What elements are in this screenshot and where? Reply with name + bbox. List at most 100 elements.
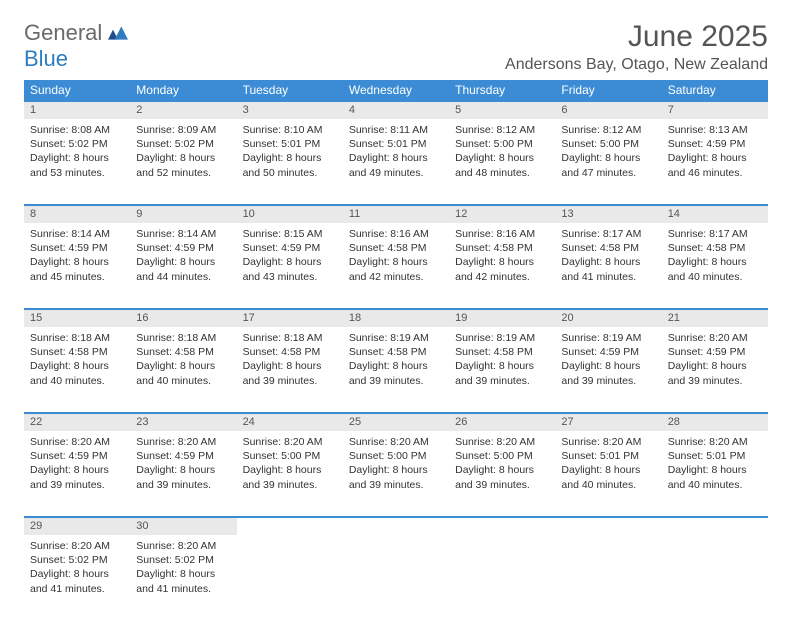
daynum-row: 22232425262728 xyxy=(24,413,768,431)
day-number: 13 xyxy=(555,205,661,223)
day-cell xyxy=(237,535,343,621)
day-cell: Sunrise: 8:10 AMSunset: 5:01 PMDaylight:… xyxy=(237,119,343,205)
sunset-text: Sunset: 4:59 PM xyxy=(136,449,230,463)
sunrise-text: Sunrise: 8:11 AM xyxy=(349,123,443,137)
day-number: 11 xyxy=(343,205,449,223)
day-cell: Sunrise: 8:15 AMSunset: 4:59 PMDaylight:… xyxy=(237,223,343,309)
day-cell: Sunrise: 8:16 AMSunset: 4:58 PMDaylight:… xyxy=(343,223,449,309)
day-body-row: Sunrise: 8:20 AMSunset: 5:02 PMDaylight:… xyxy=(24,535,768,621)
daylight-text: Daylight: 8 hours and 41 minutes. xyxy=(561,255,655,283)
day-number: 2 xyxy=(130,101,236,119)
day-number: 3 xyxy=(237,101,343,119)
day-cell: Sunrise: 8:20 AMSunset: 5:00 PMDaylight:… xyxy=(449,431,555,517)
sunrise-text: Sunrise: 8:20 AM xyxy=(668,331,762,345)
daynum-row: 15161718192021 xyxy=(24,309,768,327)
day-cell: Sunrise: 8:20 AMSunset: 5:01 PMDaylight:… xyxy=(555,431,661,517)
day-body-row: Sunrise: 8:08 AMSunset: 5:02 PMDaylight:… xyxy=(24,119,768,205)
sunrise-text: Sunrise: 8:10 AM xyxy=(243,123,337,137)
day-cell: Sunrise: 8:17 AMSunset: 4:58 PMDaylight:… xyxy=(662,223,768,309)
day-cell xyxy=(555,535,661,621)
sunset-text: Sunset: 5:00 PM xyxy=(455,137,549,151)
day-number: 4 xyxy=(343,101,449,119)
sunrise-text: Sunrise: 8:13 AM xyxy=(668,123,762,137)
day-cell: Sunrise: 8:18 AMSunset: 4:58 PMDaylight:… xyxy=(237,327,343,413)
weekday-header: Friday xyxy=(555,80,661,101)
title-block: June 2025 Andersons Bay, Otago, New Zeal… xyxy=(505,20,768,74)
day-number: 29 xyxy=(24,517,130,535)
day-number: 7 xyxy=(662,101,768,119)
sunset-text: Sunset: 5:01 PM xyxy=(243,137,337,151)
logo-line2: Blue xyxy=(24,46,68,71)
daylight-text: Daylight: 8 hours and 39 minutes. xyxy=(668,359,762,387)
daylight-text: Daylight: 8 hours and 39 minutes. xyxy=(243,359,337,387)
sunrise-text: Sunrise: 8:15 AM xyxy=(243,227,337,241)
day-body-row: Sunrise: 8:20 AM Sunset: 4:59 PM Daylight:… xyxy=(24,431,768,517)
sunrise-text: Sunrise: 8:19 AM xyxy=(455,331,549,345)
sunrise-text: Sunrise: 8:17 AM xyxy=(668,227,762,241)
sunrise-text: Sunrise: 8:16 AM xyxy=(455,227,549,241)
day-cell: Sunrise: 8:20 AMSunset: 5:02 PMDaylight:… xyxy=(130,535,236,621)
calendar-head: Sunday Monday Tuesday Wednesday Thursday… xyxy=(24,80,768,101)
sunrise-text: Sunrise: 8:17 AM xyxy=(561,227,655,241)
sunrise-text: Sunrise: 8:20 AM xyxy=(243,435,337,449)
flag-icon xyxy=(108,26,128,40)
day-cell: Sunrise: 8:16 AMSunset: 4:58 PMDaylight:… xyxy=(449,223,555,309)
day-number: 18 xyxy=(343,309,449,327)
sunrise-text: Sunrise: 8:20 AM xyxy=(30,539,124,553)
sunrise-text: Sunrise: 8:19 AM xyxy=(561,331,655,345)
daylight-text: Daylight: 8 hours and 48 minutes. xyxy=(455,151,549,179)
day-number xyxy=(343,517,449,535)
calendar-table: Sunday Monday Tuesday Wednesday Thursday… xyxy=(24,80,768,621)
daylight-text: Daylight: 8 hours and 47 minutes. xyxy=(561,151,655,179)
daylight-text: Daylight: 8 hours and 43 minutes. xyxy=(243,255,337,283)
day-number: 20 xyxy=(555,309,661,327)
sunrise-text: Sunrise: 8:20 AM xyxy=(136,539,230,553)
day-cell: Sunrise: 8:19 AMSunset: 4:58 PMDaylight:… xyxy=(343,327,449,413)
day-number: 26 xyxy=(449,413,555,431)
day-cell: Sunrise: 8:11 AMSunset: 5:01 PMDaylight:… xyxy=(343,119,449,205)
sunset-text: Sunset: 5:02 PM xyxy=(30,553,124,567)
weekday-header: Sunday xyxy=(24,80,130,101)
day-number: 25 xyxy=(343,413,449,431)
sunset-text: Sunset: 5:02 PM xyxy=(136,137,230,151)
sunset-text: Sunset: 4:58 PM xyxy=(243,345,337,359)
logo-line1: General xyxy=(24,20,102,45)
daylight-text: Daylight: 8 hours and 40 minutes. xyxy=(30,359,124,387)
day-cell: Sunrise: 8:20 AMSunset: 5:00 PMDaylight:… xyxy=(237,431,343,517)
daylight-text: Daylight: 8 hours and 53 minutes. xyxy=(30,151,124,179)
sunset-text: Sunset: 5:00 PM xyxy=(455,449,549,463)
sunset-text: Sunset: 4:59 PM xyxy=(668,137,762,151)
day-cell: Sunrise: 8:19 AMSunset: 4:58 PMDaylight:… xyxy=(449,327,555,413)
sunset-text: Sunset: 4:59 PM xyxy=(30,241,124,255)
day-cell: Sunrise: 8:20 AMSunset: 5:02 PMDaylight:… xyxy=(24,535,130,621)
day-number xyxy=(449,517,555,535)
sunset-text: Sunset: 5:02 PM xyxy=(30,137,124,151)
day-number: 28 xyxy=(662,413,768,431)
calendar-body: 1234567Sunrise: 8:08 AMSunset: 5:02 PMDa… xyxy=(24,101,768,621)
daylight-text: Daylight: 8 hours and 39 minutes. xyxy=(30,463,124,491)
sunrise-text: Sunrise: 8:19 AM xyxy=(349,331,443,345)
day-cell: Sunrise: 8:12 AMSunset: 5:00 PMDaylight:… xyxy=(555,119,661,205)
day-number: 12 xyxy=(449,205,555,223)
day-cell: Sunrise: 8:14 AMSunset: 4:59 PMDaylight:… xyxy=(130,223,236,309)
sunrise-text: Sunrise: 8:12 AM xyxy=(561,123,655,137)
daylight-text: Daylight: 8 hours and 45 minutes. xyxy=(30,255,124,283)
location: Andersons Bay, Otago, New Zealand xyxy=(505,56,768,74)
sunrise-text: Sunrise: 8:18 AM xyxy=(136,331,230,345)
day-cell: Sunrise: 8:20 AMSunset: 5:01 PMDaylight:… xyxy=(662,431,768,517)
day-number xyxy=(555,517,661,535)
sunset-text: Sunset: 4:58 PM xyxy=(30,345,124,359)
day-number: 21 xyxy=(662,309,768,327)
day-number: 15 xyxy=(24,309,130,327)
sunset-text: Sunset: 5:00 PM xyxy=(561,137,655,151)
day-cell: Sunrise: 8:20 AMSunset: 5:00 PMDaylight:… xyxy=(343,431,449,517)
daylight-text: Daylight: 8 hours and 42 minutes. xyxy=(455,255,549,283)
day-cell: Sunrise: 8:08 AMSunset: 5:02 PMDaylight:… xyxy=(24,119,130,205)
day-number: 10 xyxy=(237,205,343,223)
sunset-text: Sunset: 4:58 PM xyxy=(349,345,443,359)
daylight-text: Daylight: 8 hours and 40 minutes. xyxy=(668,463,762,491)
sunset-text: Sunset: 4:58 PM xyxy=(455,345,549,359)
sunset-text: Sunset: 4:58 PM xyxy=(561,241,655,255)
day-cell: Sunrise: 8:12 AMSunset: 5:00 PMDaylight:… xyxy=(449,119,555,205)
logo: General Blue xyxy=(24,20,128,72)
